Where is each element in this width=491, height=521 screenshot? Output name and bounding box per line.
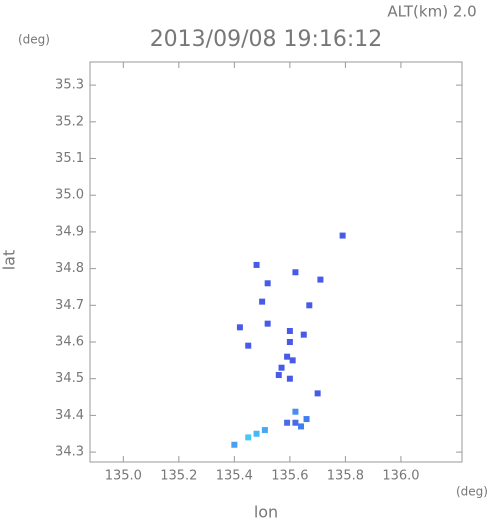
echo-cell [286,375,293,382]
echo-cell [264,280,271,287]
echo-cell [236,324,243,331]
x-unit: (deg) [456,485,488,499]
echo-cell [286,327,293,334]
x-tick-label: 135.6 [271,469,308,484]
echo-cell [253,261,260,268]
plot-frame [89,61,463,463]
echo-cell [264,320,271,327]
altitude-label: ALT(km) 2.0 [387,3,476,21]
echo-cell [300,331,307,338]
echo-cell [275,372,282,379]
x-axis-label: lon [254,503,278,521]
y-tick-label: 35.3 [55,78,84,93]
echo-cell [289,357,296,364]
echo-cell [284,353,291,360]
y-tick-label: 34.5 [55,371,84,386]
y-unit: (deg) [18,33,50,47]
echo-cell [314,390,321,397]
echo-cell [292,269,299,276]
echo-cell [231,441,238,448]
chart-title: 2013/09/08 19:16:12 [150,27,383,52]
y-tick-label: 34.6 [55,335,84,350]
echo-cell [278,364,285,371]
x-tick-label: 135.2 [160,469,197,484]
x-tick-label: 135.0 [105,469,142,484]
y-tick-label: 34.7 [55,298,84,313]
echo-cell [292,419,299,426]
echo-cell [286,339,293,345]
echo-cell [306,302,313,309]
echo-cell [317,276,324,283]
echo-cell [297,423,304,430]
echo-cell [284,419,291,426]
y-tick-label: 35.1 [55,151,84,166]
y-tick-label: 34.9 [55,224,84,239]
echo-cell [259,298,266,305]
echo-cell [292,408,299,415]
x-tick-label: 136.0 [382,469,419,484]
echo-cell [245,434,252,441]
echo-cell [253,430,260,437]
echo-cell [303,416,310,423]
y-tick-label: 34.4 [55,408,84,423]
x-tick-label: 135.4 [216,469,253,484]
y-tick-label: 35.2 [55,114,84,129]
echo-cell [261,427,268,434]
y-tick-label: 35.0 [55,188,84,203]
y-axis-label: lat [0,250,19,271]
y-tick-label: 34.3 [55,445,84,460]
x-tick-label: 135.8 [327,469,364,484]
echo-cell [245,342,252,349]
y-tick-label: 34.8 [55,261,84,276]
echo-cell [339,232,346,239]
